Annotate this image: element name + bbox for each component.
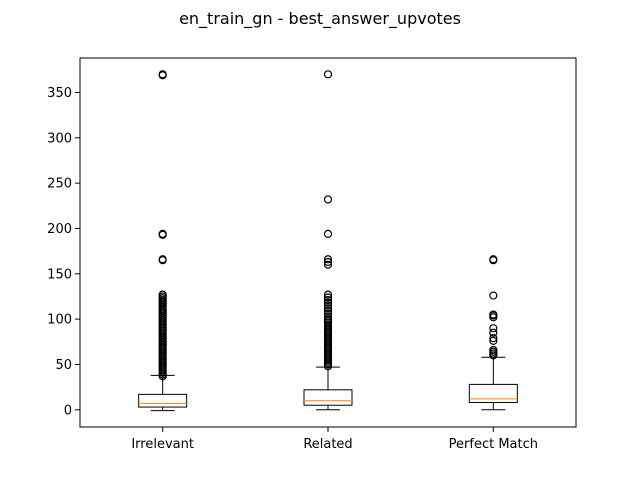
y-tick-label: 100	[47, 313, 72, 328]
outlier-point	[158, 229, 167, 238]
outlier-point	[489, 334, 498, 343]
outlier-point	[158, 255, 167, 264]
y-tick-label: 300	[47, 131, 72, 146]
outlier-point	[158, 70, 167, 79]
y-tick-label: 250	[47, 177, 72, 192]
chart-title: en_train_gn - best_answer_upvotes	[179, 9, 461, 29]
outlier-point	[158, 290, 167, 299]
outlier-point	[323, 306, 333, 316]
axes-ticks: 0 50 100 150 200 250 300 350 Irrelevant Related Pe…	[47, 86, 538, 452]
outlier-point	[323, 301, 333, 310]
y-tick-label: 0	[64, 403, 72, 418]
plot-area	[138, 70, 518, 412]
outlier-point	[489, 291, 498, 300]
y-tick-label: 350	[47, 86, 72, 101]
outlier-point	[323, 290, 333, 299]
outlier-point	[489, 255, 498, 264]
outlier-point	[323, 195, 333, 204]
outlier-point	[323, 295, 333, 305]
outlier-point	[489, 328, 498, 337]
outlier-point	[323, 260, 333, 269]
iqr-box	[138, 393, 188, 408]
box-group	[138, 70, 188, 412]
outlier-point	[489, 310, 498, 319]
y-tick-label: 50	[55, 358, 72, 373]
outlier-point	[323, 257, 333, 267]
y-tick-label: 150	[47, 267, 72, 282]
outlier-point	[323, 309, 333, 318]
iqr-box	[303, 389, 353, 406]
y-tick-label: 200	[47, 222, 72, 237]
outlier-point	[323, 304, 333, 313]
iqr-box	[468, 383, 518, 404]
outlier-point	[323, 312, 333, 321]
outlier-point	[323, 255, 333, 264]
outlier-point	[489, 345, 498, 355]
outlier-point	[323, 229, 333, 238]
outlier-point	[323, 293, 333, 302]
outlier-point	[489, 324, 498, 333]
outlier-point	[323, 298, 333, 307]
outlier-point	[323, 315, 333, 324]
box-group	[468, 255, 518, 411]
outlier-point	[489, 336, 498, 345]
outlier-point	[323, 70, 333, 79]
x-tick-label: Related	[303, 437, 352, 452]
x-tick-label: Irrelevant	[131, 437, 194, 452]
x-tick-label: Perfect Match	[449, 437, 538, 452]
box-group	[303, 70, 353, 411]
